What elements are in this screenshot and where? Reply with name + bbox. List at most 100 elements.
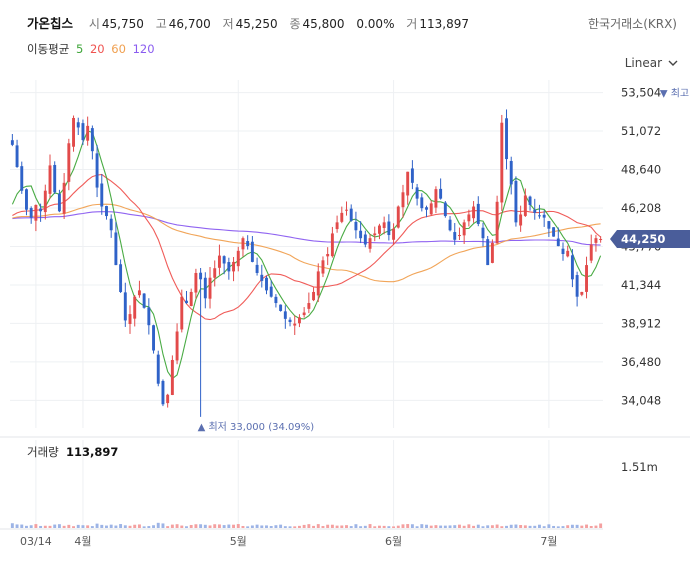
candle-body (265, 277, 268, 291)
candle-body (67, 143, 71, 182)
candle (523, 188, 527, 217)
volume-bar (566, 525, 570, 528)
candle (420, 193, 424, 212)
candle (589, 234, 593, 264)
candle (307, 292, 311, 314)
volume-bar (48, 525, 52, 528)
highest-price-annotation: ▼ 최고 53,000 (-16.51%) (660, 88, 690, 100)
candle-body (208, 277, 212, 299)
price-tick-label: 46,208 (621, 201, 661, 215)
candle (387, 214, 391, 241)
volume-bar (76, 524, 80, 528)
volume-bar (514, 524, 518, 528)
volume-bar (241, 526, 245, 528)
volume-bar (335, 525, 339, 528)
candle (330, 226, 334, 258)
candle-body (29, 208, 33, 218)
price-tick-label: 34,048 (621, 393, 661, 407)
volume-bar (81, 525, 85, 528)
volume-bar (208, 525, 212, 528)
candle-body (283, 311, 287, 319)
volume-bar (39, 525, 43, 528)
lowest-price-annotation: ▲ 최저 33,000 (34.09%) (198, 421, 315, 433)
candle (476, 196, 480, 227)
candle-body (279, 304, 283, 311)
volume-bar (425, 524, 428, 528)
scale-selector[interactable]: Linear (625, 56, 678, 70)
candle (246, 235, 250, 250)
volume-bar (95, 523, 99, 528)
candle (10, 133, 14, 147)
volume-bar (345, 525, 348, 528)
volume-bar (542, 526, 546, 528)
candle (401, 184, 405, 218)
open-label: 시 (88, 17, 100, 31)
candle-body (95, 153, 99, 188)
volume-bars (10, 522, 603, 528)
candle-body (330, 233, 334, 257)
candle-body (589, 244, 593, 261)
candle-body (48, 165, 52, 194)
ma-20-legend[interactable]: 20 (89, 42, 105, 56)
volume-bar (10, 523, 14, 528)
volume-bar (43, 525, 47, 528)
candle (175, 323, 179, 365)
candle (180, 289, 184, 333)
candle (199, 268, 203, 417)
volume-bar (401, 524, 405, 528)
volume-bar (128, 525, 132, 528)
ma-5-legend[interactable]: 5 (75, 42, 84, 56)
candle-body (345, 209, 348, 211)
candle-body (20, 166, 24, 191)
volume-bar (189, 524, 193, 528)
volume-bar (523, 525, 527, 528)
candle (81, 119, 85, 145)
candle-body (199, 272, 203, 280)
candle (227, 257, 231, 280)
candle-body (156, 354, 160, 384)
candle (100, 173, 104, 215)
candle (486, 236, 490, 266)
volume-bar (396, 525, 400, 528)
candle-body (490, 242, 494, 263)
candle (434, 186, 438, 214)
candle-body (288, 319, 292, 323)
volume-bar (203, 524, 207, 528)
candle (114, 221, 118, 266)
volume-bar (462, 525, 466, 528)
volume-bar (302, 524, 306, 528)
candle-body (462, 222, 466, 236)
candle (556, 227, 560, 247)
candle-body (523, 195, 527, 216)
candle-body (213, 268, 217, 278)
candle (283, 305, 287, 329)
candle (29, 206, 33, 224)
candle-body (100, 183, 104, 207)
high-label: 고 (155, 17, 167, 31)
candle (302, 307, 306, 318)
candle-body (373, 233, 377, 236)
candle-body (443, 202, 447, 217)
volume-bar (180, 525, 184, 528)
candle-body (227, 262, 231, 272)
volume-bar (528, 525, 532, 528)
candle (53, 161, 57, 195)
candle-body (457, 235, 461, 237)
candle-body (81, 123, 85, 141)
price-tick-label: 53,504 (621, 86, 661, 100)
volume-bar (599, 523, 603, 528)
candle-body (312, 291, 316, 301)
candle (208, 267, 212, 309)
volume-bar (312, 525, 316, 528)
volume-bar (326, 524, 330, 528)
candle-body (519, 214, 523, 226)
ma-120-legend[interactable]: 120 (132, 42, 155, 56)
volume-bar (137, 524, 141, 528)
candle (425, 205, 428, 218)
chevron-down-icon (668, 60, 678, 66)
x-tick-label: 4월 (74, 535, 91, 548)
ma-60-legend[interactable]: 60 (111, 42, 126, 56)
volume-bar (457, 524, 461, 528)
volume-bar (467, 524, 471, 528)
